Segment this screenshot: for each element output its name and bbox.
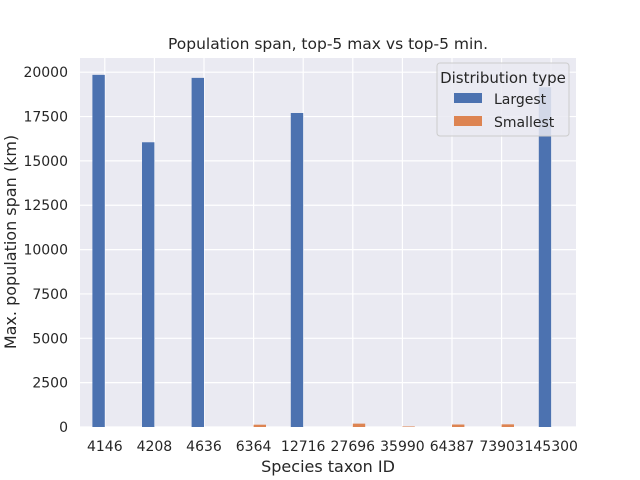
y-tick-label: 12500 [23,198,68,214]
y-tick-label: 17500 [23,110,68,126]
x-tick-label: 4208 [137,439,173,455]
bar-largest-12716 [290,112,304,428]
bar-smallest-35990 [402,426,415,427]
y-tick-label: 10000 [23,243,68,259]
x-axis-title: Species taxon ID [261,457,395,476]
chart-title: Population span, top-5 max vs top-5 min. [168,35,488,53]
y-axis-title: Max. population span (km) [1,135,20,349]
y-tick-label: 5000 [32,331,68,347]
bar-largest-4208 [142,142,155,427]
bar-smallest-64387 [452,424,465,427]
x-tick-label: 4146 [87,439,123,455]
x-tick-label: 73903 [479,439,524,455]
x-tick-label: 12716 [281,439,326,455]
x-tick-label: 35990 [380,439,425,455]
legend-label-largest: Largest [494,92,547,108]
y-tick-label: 7500 [32,287,68,303]
bar-smallest-73903 [501,424,514,427]
bar-smallest-27696 [352,423,366,427]
bar-largest-4146 [92,74,105,427]
legend-swatch-largest [454,93,482,103]
legend: Distribution type Largest Smallest [436,62,570,137]
bar-smallest-6364 [253,424,266,427]
bars [92,74,552,428]
x-tick-label: 27696 [331,439,376,455]
y-tick-label: 15000 [23,154,68,170]
x-tick-label: 4636 [186,439,222,455]
bar-largest-4636 [191,77,204,427]
legend-swatch-smallest [454,116,482,126]
y-tick-label: 2500 [32,376,68,392]
legend-label-smallest: Smallest [494,115,555,131]
x-tick-label: 6364 [236,439,272,455]
x-tick-labels: 4146 4208 4636 6364 12716 27696 35990 64387 7390… [87,439,578,455]
bar-largest-145300 [538,87,552,427]
x-tick-label: 145300 [524,439,577,455]
y-tick-label: 0 [59,420,68,436]
x-tick-label: 64387 [430,439,475,455]
legend-title: Distribution type [440,69,566,87]
y-tick-label: 20000 [23,65,68,81]
y-tick-labels: 0 2500 5000 7500 10000 12500 15000 17500 20000 [23,65,68,436]
